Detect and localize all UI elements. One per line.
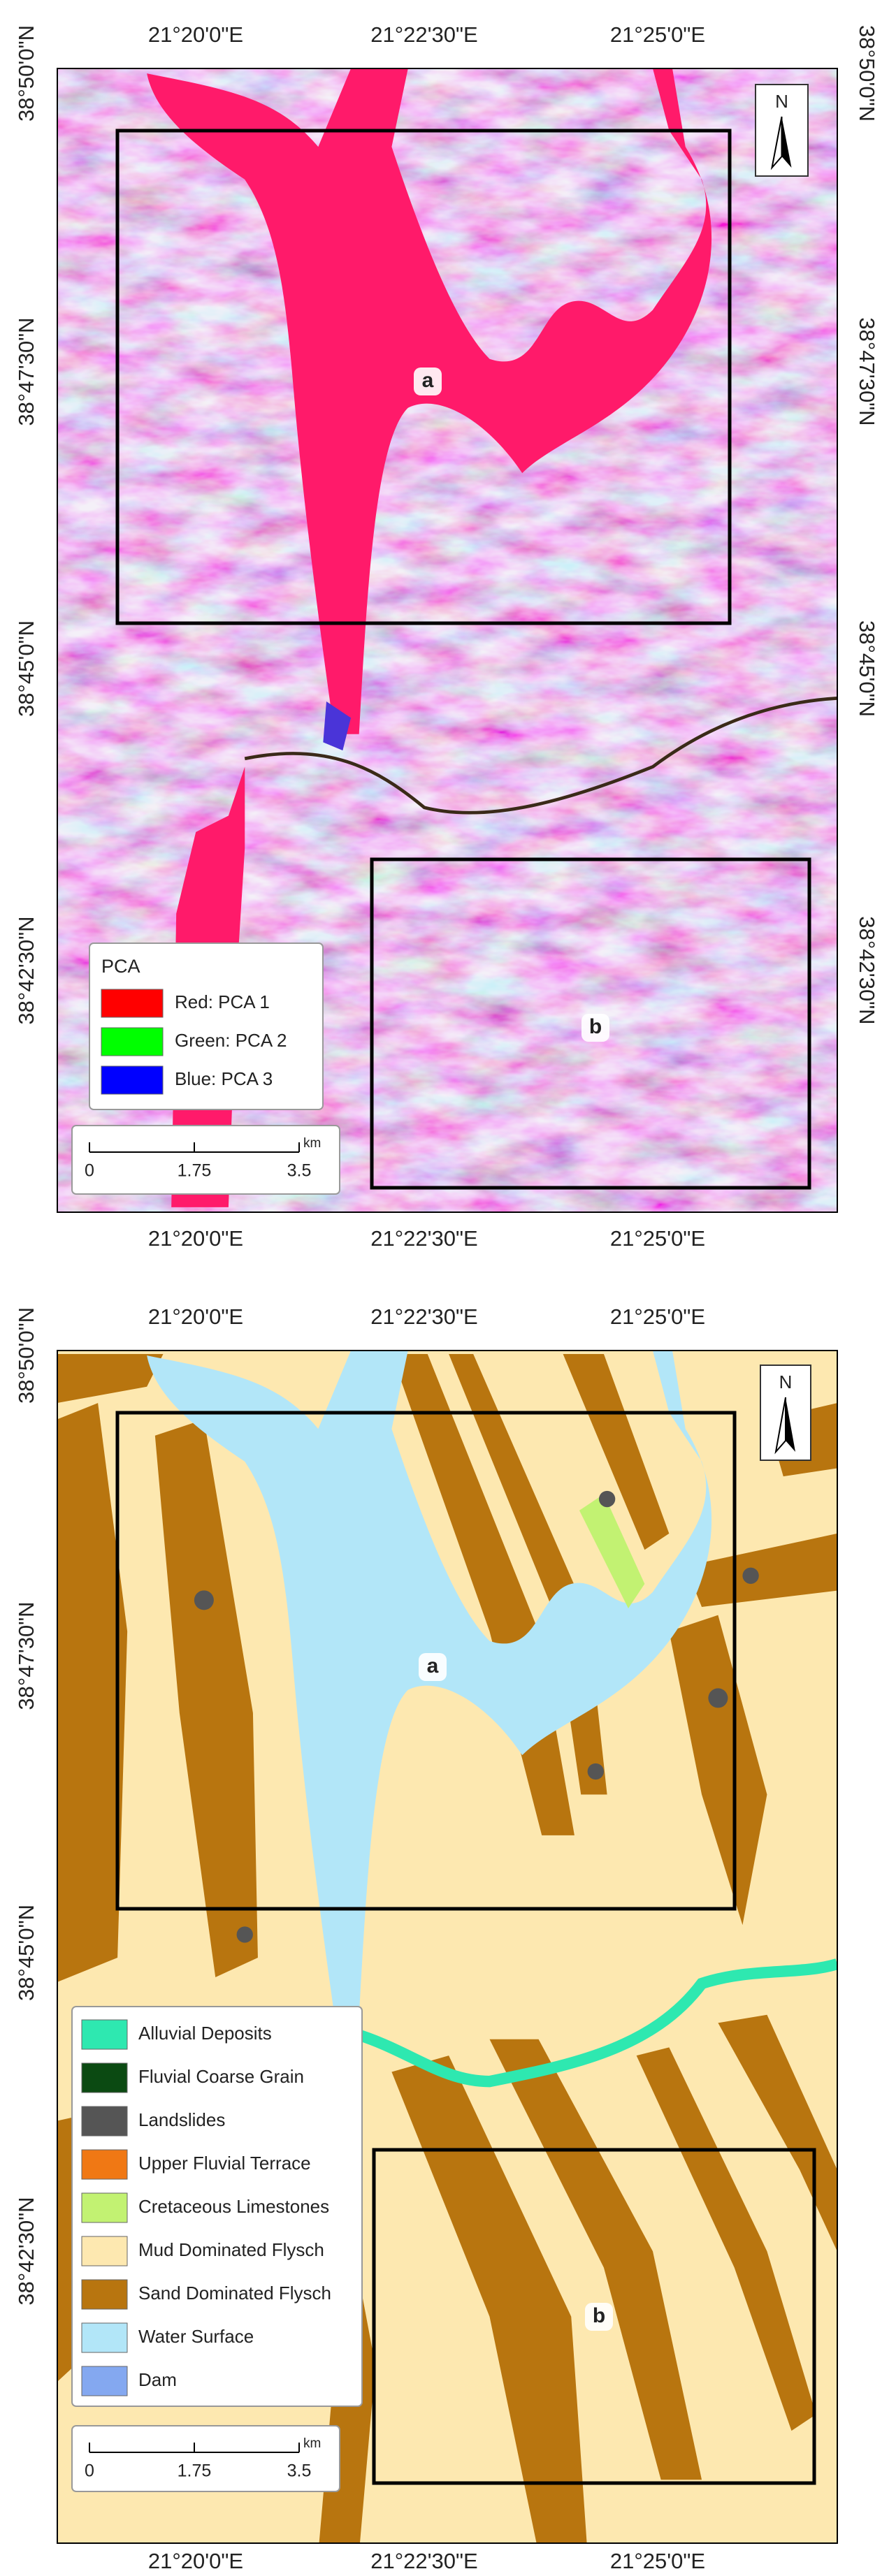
box-label-bg bbox=[414, 368, 442, 395]
box-label-bg bbox=[581, 1014, 609, 1042]
scale-bar-box bbox=[71, 2425, 340, 2492]
top-coordinate-label: 21°20'0"E bbox=[148, 22, 243, 47]
scale-unit: km bbox=[303, 2436, 321, 2451]
box-label-bg bbox=[419, 1653, 447, 1681]
right-coordinate-label: 38°47'30"N bbox=[855, 317, 879, 425]
legend-label: Water Surface bbox=[138, 2326, 254, 2347]
north-label: N bbox=[775, 91, 788, 112]
legend-label: Red: PCA 1 bbox=[175, 991, 270, 1012]
scale-label: 3.5 bbox=[287, 1161, 312, 1181]
extent-box bbox=[370, 857, 811, 1190]
extent-box bbox=[372, 2148, 816, 2485]
box-label-bg bbox=[585, 2303, 613, 2331]
north-arrow bbox=[770, 116, 783, 170]
right-coordinate-label: 38°42'30"N bbox=[855, 916, 879, 1024]
legend-label: Landslides bbox=[138, 2109, 225, 2130]
map-frame bbox=[57, 1350, 838, 2544]
left-coordinate-label: 38°47'30"N bbox=[14, 1601, 38, 1710]
legend-swatch bbox=[101, 989, 164, 1018]
bottom-coordinate-label: 21°25'0"E bbox=[610, 2549, 705, 2573]
pca-map bbox=[57, 68, 837, 1212]
bottom-coordinate-label: 21°20'0"E bbox=[148, 2549, 243, 2573]
legend-swatch bbox=[81, 2106, 128, 2137]
legend-label: Cretaceous Limestones bbox=[138, 2196, 329, 2217]
legend-label: Upper Fluvial Terrace bbox=[138, 2153, 311, 2174]
north-label: N bbox=[779, 1371, 793, 1392]
left-coordinate-label: 38°45'0"N bbox=[14, 620, 38, 717]
legend-swatch bbox=[81, 2322, 128, 2353]
left-coordinate-label: 38°50'0"N bbox=[14, 1307, 38, 1404]
legend-label: Fluvial Coarse Grain bbox=[138, 2066, 304, 2087]
legend-swatch bbox=[81, 2279, 128, 2310]
box-label: b bbox=[589, 1015, 602, 1038]
legend-label: Green: PCA 2 bbox=[175, 1030, 287, 1051]
right-coordinate-label: 38°50'0"N bbox=[855, 25, 879, 122]
top-coordinate-label: 21°22'30"E bbox=[370, 1304, 477, 1329]
left-coordinate-label: 38°47'30"N bbox=[14, 317, 38, 425]
left-coordinate-label: 38°45'0"N bbox=[14, 1905, 38, 2001]
legend-swatch bbox=[81, 2019, 128, 2050]
extent-box bbox=[115, 129, 732, 625]
scale-label: 1.75 bbox=[178, 1161, 212, 1181]
legend-swatch bbox=[101, 1065, 164, 1095]
top-coordinate-label: 21°20'0"E bbox=[148, 1304, 243, 1329]
scale-label: 1.75 bbox=[178, 2461, 212, 2481]
top-coordinate-label: 21°25'0"E bbox=[610, 22, 705, 47]
top-coordinate-label: 21°25'0"E bbox=[610, 1304, 705, 1329]
scale-label: 0 bbox=[85, 2461, 94, 2481]
bottom-coordinate-label: 21°20'0"E bbox=[148, 1226, 243, 1251]
legend-swatch bbox=[81, 2236, 128, 2266]
legend-swatch bbox=[81, 2149, 128, 2180]
legend-box bbox=[71, 2006, 363, 2407]
top-coordinate-label: 21°22'30"E bbox=[370, 22, 477, 47]
left-coordinate-label: 38°50'0"N bbox=[14, 25, 38, 122]
bottom-coordinate-label: 21°22'30"E bbox=[370, 1226, 477, 1251]
legend-swatch bbox=[81, 2062, 128, 2093]
legend-label: Sand Dominated Flysch bbox=[138, 2283, 331, 2304]
scale-label: 0 bbox=[85, 1161, 94, 1181]
left-coordinate-label: 38°42'30"N bbox=[14, 2197, 38, 2305]
north-arrow bbox=[774, 1397, 786, 1455]
north-arrow bbox=[786, 1397, 795, 1452]
scale-bar-box bbox=[71, 1125, 340, 1195]
right-coordinate-label: 38°45'0"N bbox=[855, 620, 879, 717]
legend-label: Alluvial Deposits bbox=[138, 2023, 272, 2044]
bottom-coordinate-label: 21°25'0"E bbox=[610, 1226, 705, 1251]
box-label: a bbox=[427, 1654, 439, 1678]
legend-swatch bbox=[101, 1027, 164, 1056]
scale-label: 3.5 bbox=[287, 2461, 312, 2481]
legend-label: Dam bbox=[138, 2369, 177, 2390]
north-arrow bbox=[781, 117, 792, 168]
legend-swatch bbox=[81, 2366, 128, 2396]
bottom-coordinate-label: 21°22'30"E bbox=[370, 2549, 477, 2573]
extent-box bbox=[115, 1411, 737, 1911]
left-coordinate-label: 38°42'30"N bbox=[14, 916, 38, 1024]
map-frame bbox=[57, 68, 838, 1213]
scale-unit: km bbox=[303, 1136, 321, 1151]
legend-title: PCA bbox=[101, 956, 140, 977]
legend-label: Blue: PCA 3 bbox=[175, 1068, 273, 1089]
box-label: a bbox=[422, 369, 434, 392]
box-label: b bbox=[593, 2304, 605, 2327]
legend-swatch bbox=[81, 2192, 128, 2223]
legend-label: Mud Dominated Flysch bbox=[138, 2239, 324, 2260]
